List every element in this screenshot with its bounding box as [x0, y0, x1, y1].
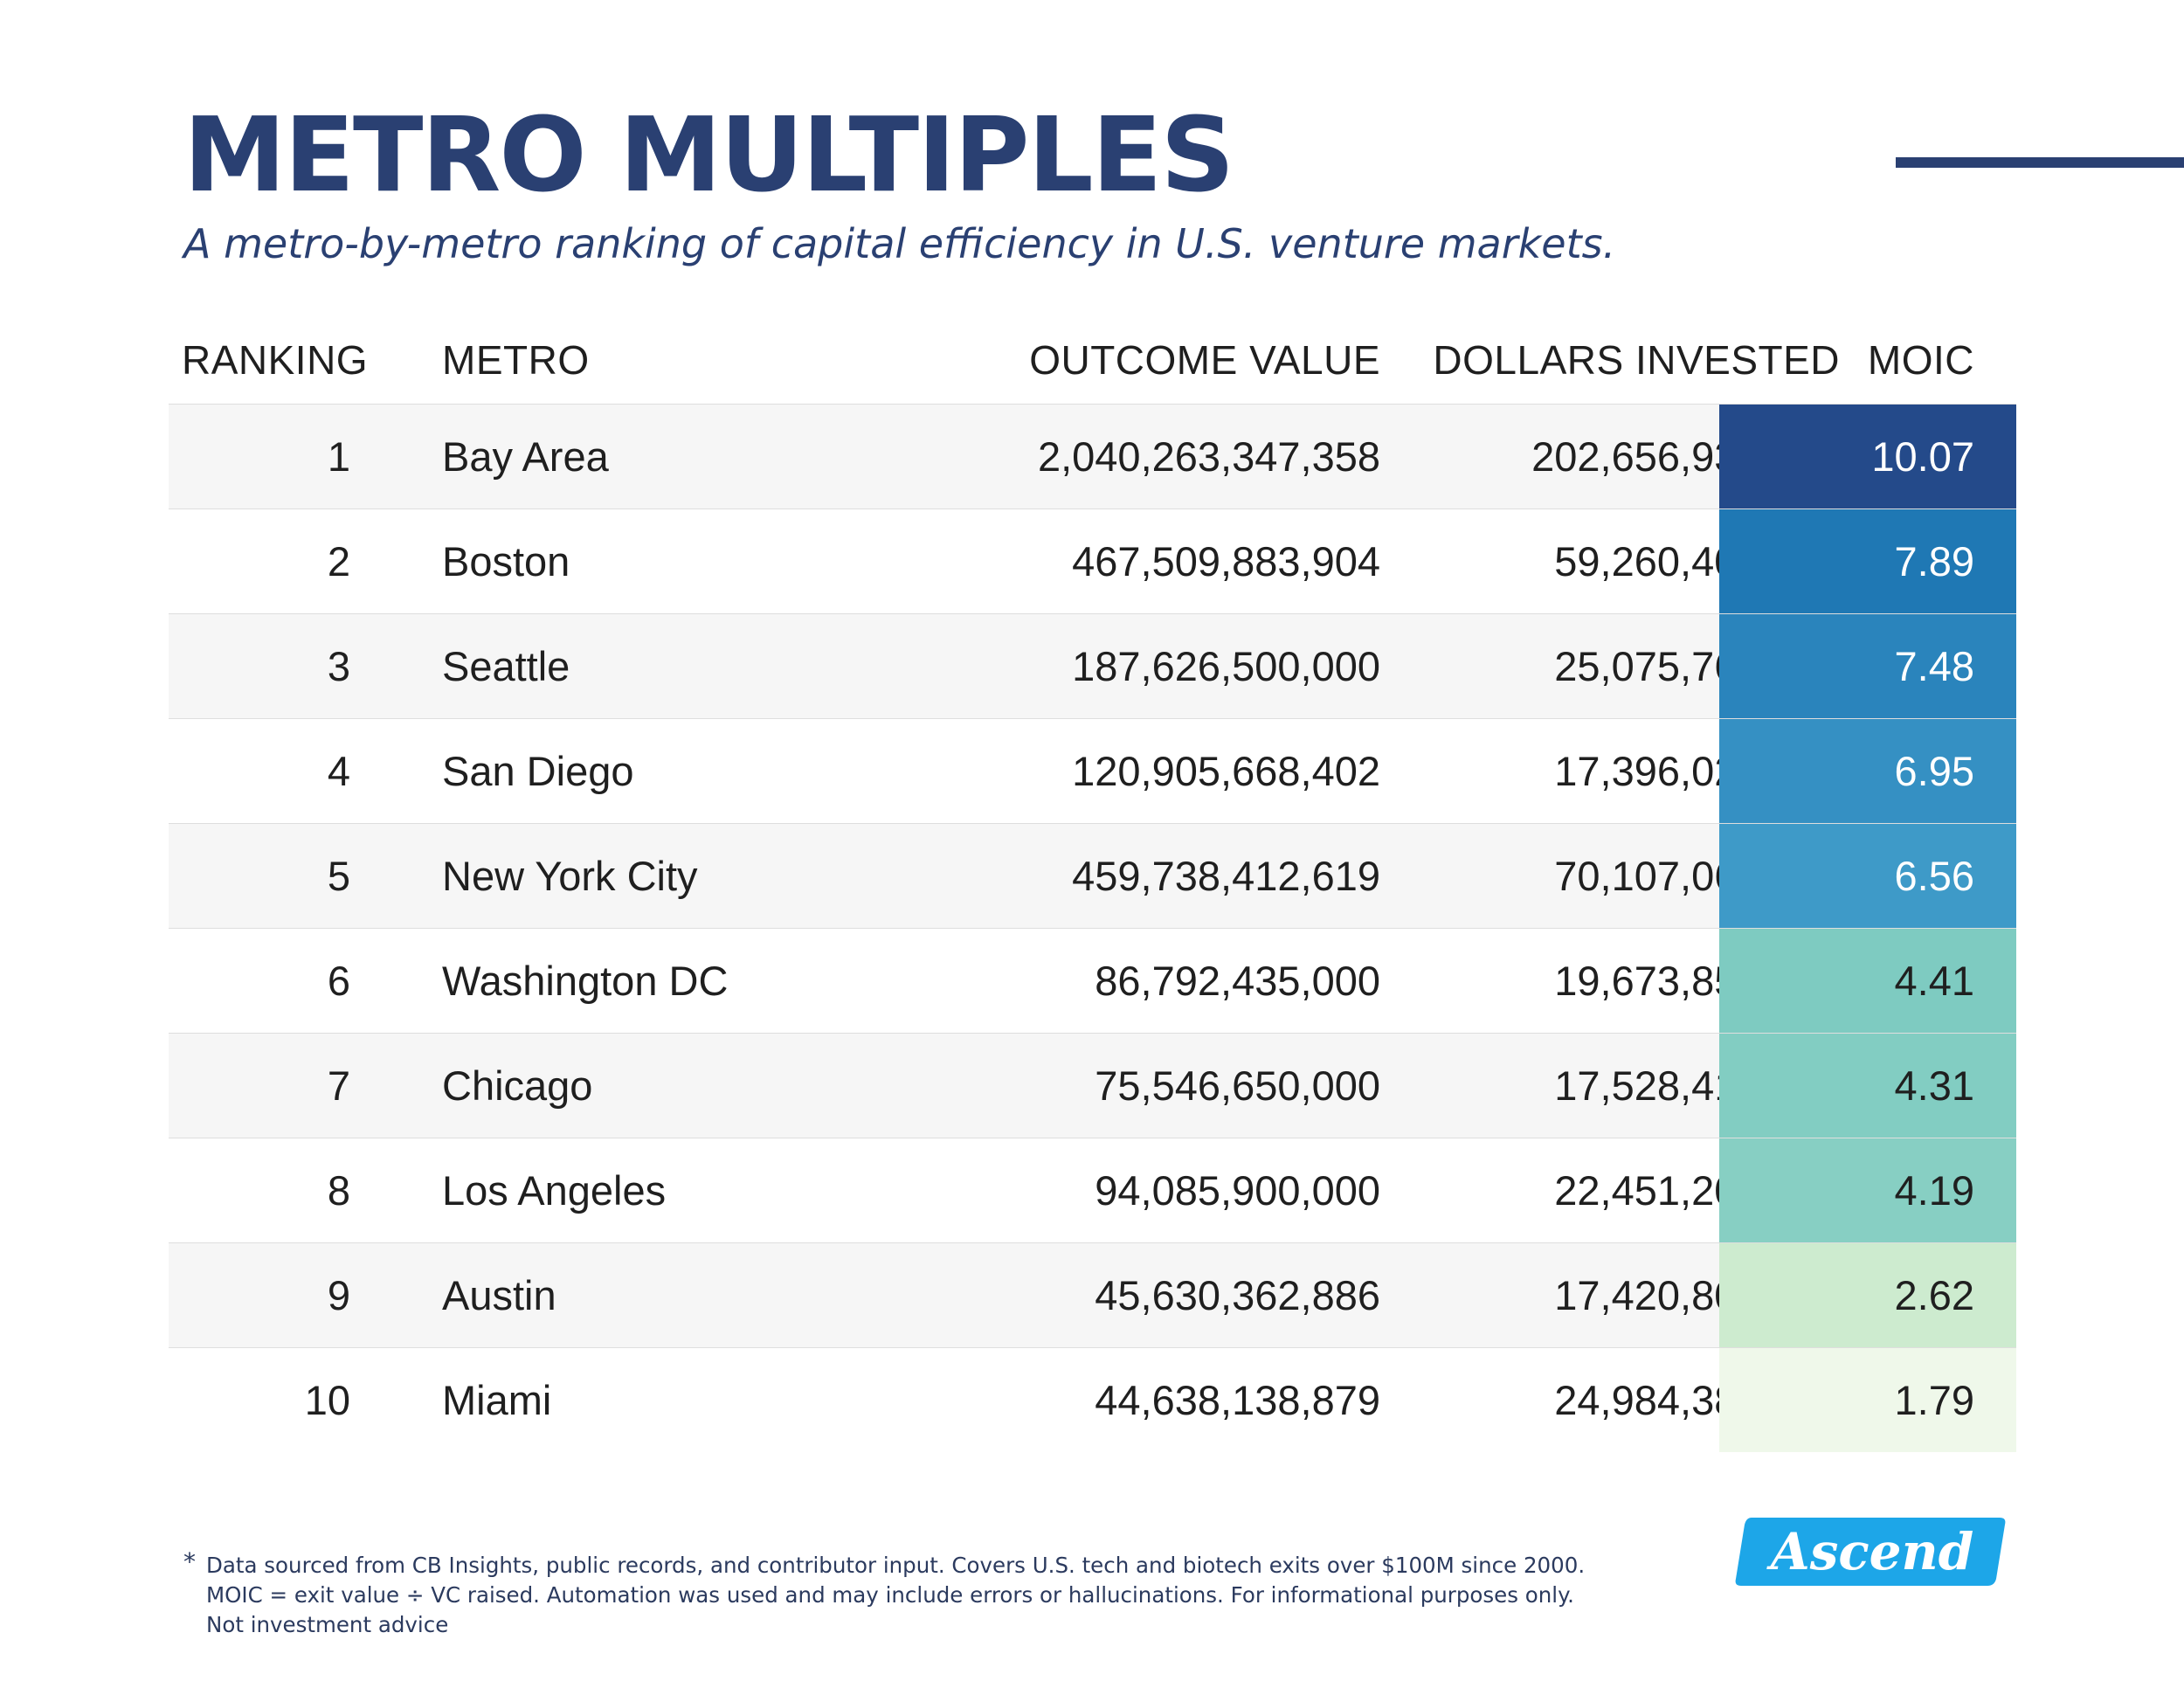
metro-cell: Boston — [442, 538, 570, 585]
rank-cell: 3 — [327, 643, 350, 689]
table-row: 3 Seattle 187,626,500,000 25,075,760,000 7.4… — [169, 613, 2016, 718]
footnote: * Data sourced from CB Insights, public … — [183, 1547, 1616, 1640]
title-rule — [1896, 157, 2184, 168]
outcome-value-cell: 2,040,263,347,358 — [1037, 433, 1380, 480]
metro-cell: Miami — [442, 1377, 552, 1423]
page-title: METRO MULTIPLES — [183, 94, 1234, 215]
metro-cell: Washington DC — [442, 958, 729, 1004]
outcome-value-cell: 45,630,362,886 — [1095, 1272, 1380, 1318]
outcome-value-cell: 94,085,900,000 — [1095, 1167, 1380, 1214]
footnote-text: Data sourced from CB Insights, public re… — [206, 1553, 1586, 1637]
table-row: 9 Austin 45,630,362,886 17,420,805,368 2.62 — [169, 1242, 2016, 1347]
moic-table: RANKING METRO OUTCOME VALUE DOLLARS INVE… — [169, 316, 2016, 1452]
table-header-row: RANKING METRO OUTCOME VALUE DOLLARS INVE… — [169, 316, 2016, 404]
outcome-value-cell: 467,509,883,904 — [1072, 538, 1380, 585]
header-ranking: RANKING — [182, 337, 369, 383]
table-row: 10 Miami 44,638,138,879 24,984,383,045 1.79 — [169, 1347, 2016, 1452]
metro-cell: San Diego — [442, 748, 634, 794]
header-dollars-invested: DOLLARS INVESTED — [1433, 337, 1840, 383]
rank-cell: 5 — [327, 853, 350, 899]
metro-cell: Austin — [442, 1272, 556, 1318]
moic-cell: 7.48 — [1719, 614, 2016, 718]
table-row: 6 Washington DC 86,792,435,000 19,673,851,0… — [169, 928, 2016, 1033]
rank-cell: 7 — [327, 1062, 350, 1109]
rank-cell: 8 — [327, 1167, 350, 1214]
rank-cell: 10 — [304, 1377, 350, 1423]
page-subtitle: A metro-by-metro ranking of capital effi… — [183, 220, 1616, 267]
logo-badge — [1735, 1518, 2006, 1586]
outcome-value-cell: 187,626,500,000 — [1072, 643, 1380, 689]
moic-cell: 4.41 — [1719, 929, 2016, 1033]
table-row: 8 Los Angeles 94,085,900,000 22,451,202,202… — [169, 1138, 2016, 1242]
header-outcome-value: OUTCOME VALUE — [1029, 337, 1380, 383]
table-row: 5 New York City 459,738,412,619 70,107,069,… — [169, 823, 2016, 928]
metro-cell: Bay Area — [442, 433, 609, 480]
outcome-value-cell: 44,638,138,879 — [1095, 1377, 1380, 1423]
rank-cell: 1 — [327, 433, 350, 480]
moic-cell: 2.62 — [1719, 1243, 2016, 1347]
table-body: 1 Bay Area 2,040,263,347,358 202,656,935,84… — [169, 404, 2016, 1452]
table-row: 7 Chicago 75,546,650,000 17,528,417,998 4.31 — [169, 1033, 2016, 1138]
moic-cell: 4.19 — [1719, 1138, 2016, 1242]
outcome-value-cell: 120,905,668,402 — [1072, 748, 1380, 794]
rank-cell: 4 — [327, 748, 350, 794]
moic-cell: 6.56 — [1719, 824, 2016, 928]
header-moic: MOIC — [1867, 337, 1974, 383]
metro-cell: Seattle — [442, 643, 570, 689]
rank-cell: 6 — [327, 958, 350, 1004]
rank-cell: 9 — [327, 1272, 350, 1318]
metro-cell: New York City — [442, 853, 698, 899]
outcome-value-cell: 86,792,435,000 — [1095, 958, 1380, 1004]
metro-cell: Los Angeles — [442, 1167, 667, 1214]
moic-cell: 7.89 — [1719, 509, 2016, 613]
moic-cell: 6.95 — [1719, 719, 2016, 823]
moic-cell: 1.79 — [1719, 1348, 2016, 1452]
table-row: 2 Boston 467,509,883,904 59,260,402,800 7.89 — [169, 508, 2016, 613]
rank-cell: 2 — [327, 538, 350, 585]
logo-text: Ascend — [1766, 1522, 1974, 1581]
moic-cell: 10.07 — [1719, 405, 2016, 508]
table-row: 1 Bay Area 2,040,263,347,358 202,656,935,84… — [169, 404, 2016, 508]
outcome-value-cell: 75,546,650,000 — [1095, 1062, 1380, 1109]
table-row: 4 San Diego 120,905,668,402 17,396,020,000 6… — [169, 718, 2016, 823]
ascend-logo: Ascend — [1735, 1518, 2006, 1586]
outcome-value-cell: 459,738,412,619 — [1072, 853, 1380, 899]
metro-cell: Chicago — [442, 1062, 593, 1109]
moic-cell: 4.31 — [1719, 1034, 2016, 1138]
footnote-marker: * — [183, 1547, 196, 1576]
header-metro: METRO — [442, 337, 590, 383]
